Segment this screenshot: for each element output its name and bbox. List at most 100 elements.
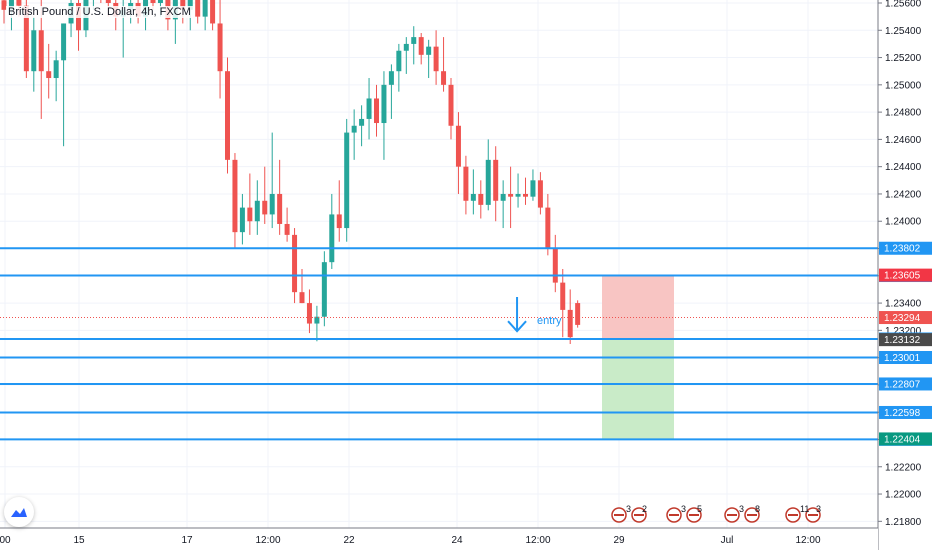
- candle-body: [1, 0, 7, 10]
- candle-body: [478, 193, 484, 205]
- candle-body: [381, 84, 387, 124]
- candle-body: [53, 60, 59, 79]
- candle: [329, 193, 335, 269]
- candle-body: [284, 223, 290, 235]
- candle: [470, 169, 476, 215]
- candle-body: [359, 118, 365, 126]
- candle: [46, 43, 52, 99]
- candle: [359, 105, 365, 147]
- candle-body: [195, 0, 201, 17]
- current-price-tag-label: 1.23294: [884, 313, 921, 324]
- flag-stripe: [808, 514, 818, 516]
- level-price-tag: [879, 241, 932, 255]
- candle-body: [374, 98, 379, 124]
- candle: [433, 30, 439, 85]
- candle-body: [306, 303, 312, 324]
- candle: [530, 169, 536, 201]
- candle-body: [105, 0, 111, 3]
- candle: [314, 305, 320, 342]
- candle-body: [500, 193, 506, 201]
- candle-body: [552, 248, 558, 283]
- candle-body: [31, 30, 37, 72]
- candle: [61, 23, 67, 147]
- candle-body: [515, 193, 521, 197]
- candle: [306, 289, 312, 334]
- event-count: 11: [800, 504, 809, 514]
- flag-stripe: [788, 514, 798, 516]
- candle: [441, 37, 447, 92]
- candle: [463, 155, 469, 215]
- candle-body: [463, 166, 469, 201]
- candle: [262, 166, 268, 224]
- candle: [500, 180, 506, 229]
- candle: [575, 300, 581, 328]
- candle: [202, 0, 208, 31]
- time-tick-label: 15: [73, 535, 85, 546]
- candle-body: [202, 0, 208, 17]
- candle-body: [157, 0, 163, 3]
- candle-body: [418, 37, 424, 55]
- candle: [552, 234, 558, 293]
- entry-arrow-head: [507, 320, 527, 333]
- stop-loss-zone: [602, 275, 674, 340]
- time-tick-label: 12:00: [255, 535, 280, 546]
- candle-body: [225, 71, 230, 160]
- candle-body: [180, 0, 186, 10]
- time-tick-label: 00: [0, 535, 11, 546]
- time-tick-label: 24: [451, 535, 463, 546]
- candle: [217, 0, 223, 99]
- event-count: 3: [739, 504, 744, 514]
- candle: [195, 0, 201, 24]
- candle: [292, 228, 298, 304]
- price-tick-label: 1.24400: [885, 162, 922, 173]
- candle-body: [575, 303, 581, 325]
- candle: [374, 84, 379, 137]
- candle: [351, 109, 357, 160]
- candle-body: [560, 282, 566, 310]
- candle: [366, 78, 372, 140]
- price-tick-label: 1.24000: [885, 217, 922, 228]
- stop-price-tag: [879, 268, 932, 282]
- price-tick-label: 1.23200: [885, 326, 922, 337]
- candle-body: [329, 214, 335, 263]
- candle-body: [314, 316, 320, 324]
- event-count: 2: [642, 504, 647, 514]
- time-tick-label: 12:00: [525, 535, 550, 546]
- level-price-tag-label: 1.23802: [884, 244, 921, 255]
- candle: [239, 193, 245, 245]
- event-count: 3: [626, 504, 631, 514]
- candle-body: [351, 125, 357, 133]
- flag-stripe: [634, 514, 644, 516]
- price-tick-label: 1.21800: [885, 517, 922, 528]
- price-tick-label: 1.22000: [885, 490, 922, 501]
- take-profit-zone: [602, 339, 674, 439]
- candle: [299, 268, 305, 304]
- target-price-tag: [879, 432, 932, 446]
- tradingview-logo-button[interactable]: [4, 497, 34, 527]
- candle: [388, 64, 394, 119]
- candle-body: [388, 71, 394, 85]
- candle: [411, 26, 417, 65]
- candle: [537, 172, 543, 215]
- candle-body: [254, 200, 260, 222]
- event-count: 3: [681, 504, 686, 514]
- event-count: 5: [697, 504, 702, 514]
- level-price-tag: [879, 405, 932, 419]
- candle: [53, 50, 59, 102]
- candle-body: [23, 5, 29, 72]
- price-tick-label: 1.25400: [885, 26, 922, 37]
- candle-body: [537, 180, 543, 208]
- candle-body: [530, 180, 536, 197]
- candle-body: [567, 309, 573, 338]
- logo-icon: [11, 508, 27, 517]
- candle-body: [403, 43, 409, 51]
- candle-body: [426, 46, 432, 55]
- candle-body: [239, 207, 245, 233]
- candle-body: [448, 84, 454, 126]
- candle: [336, 180, 342, 242]
- candle-body: [210, 0, 216, 24]
- candle: [247, 173, 253, 235]
